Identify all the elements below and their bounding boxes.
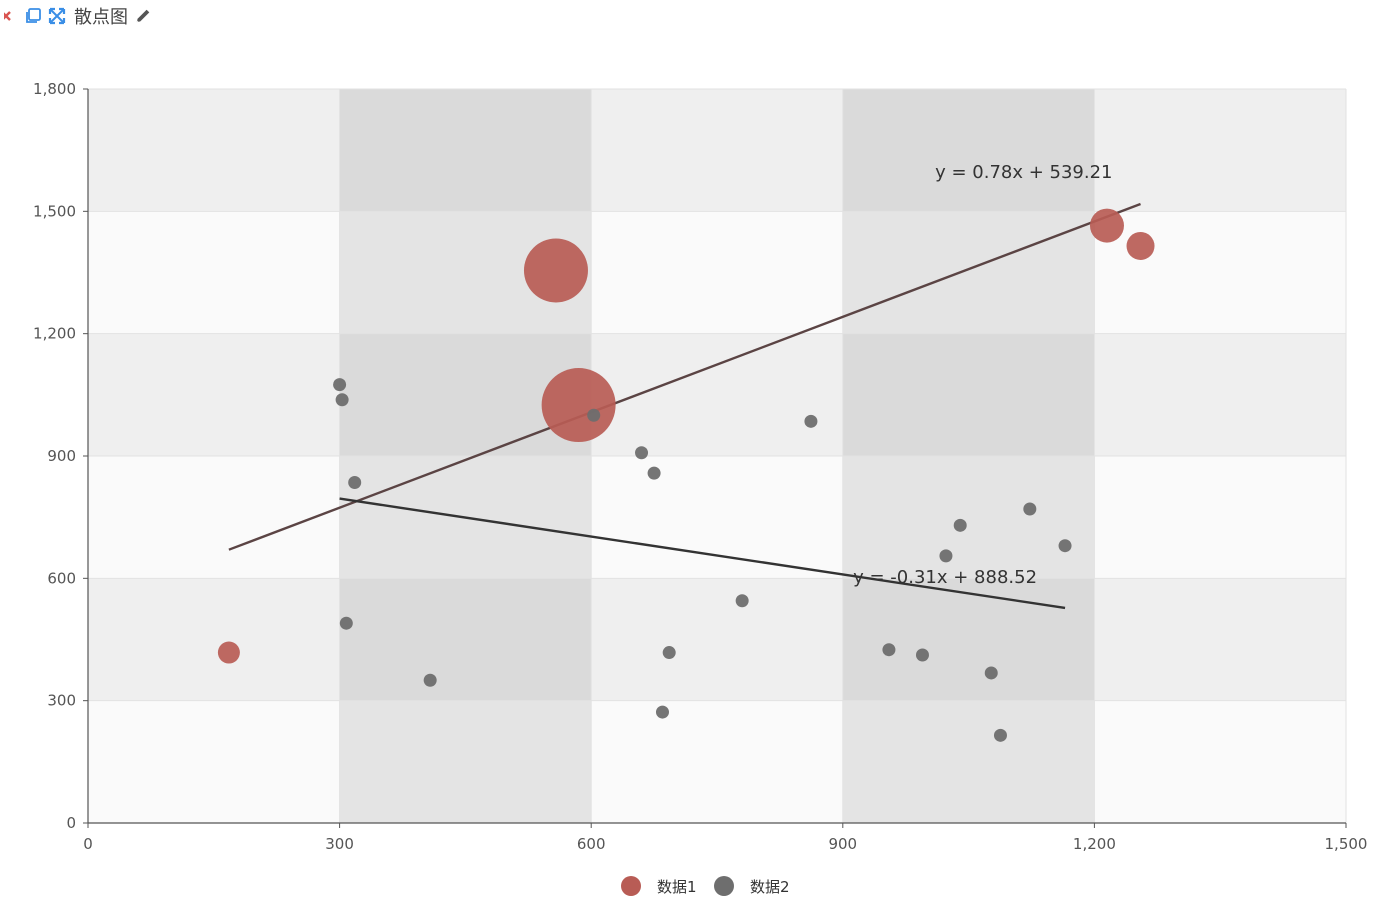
scatter-point-series-2[interactable] <box>984 666 998 680</box>
y-band <box>88 89 1346 212</box>
scatter-point-series-2[interactable] <box>735 594 749 608</box>
scatter-point-series-2[interactable] <box>993 728 1007 742</box>
axes: 0 300 600 900 1,200 1,500 1,800 0 300 600 900 1,200… <box>33 80 1367 853</box>
scatter-point-series-1[interactable] <box>541 368 616 443</box>
scatter-point-series-2[interactable] <box>348 476 362 490</box>
y-tick-label: 300 <box>47 692 76 710</box>
trendline-equation-label: y = -0.31x + 888.52 <box>853 567 1037 588</box>
y-tick-label: 1,500 <box>33 202 76 220</box>
scatter-point-series-2[interactable] <box>915 648 929 662</box>
chart-toolbar: 散点图 <box>0 2 152 30</box>
y-band <box>88 578 1346 701</box>
close-icon[interactable] <box>0 7 18 25</box>
trendline-series-2 <box>339 497 1066 610</box>
trendline-labels: y = 0.78x + 539.21 y = -0.31x + 888.52 <box>853 162 1112 588</box>
trendline-series-1 <box>228 202 1141 551</box>
trendlines <box>228 202 1141 610</box>
data-points <box>217 208 1155 742</box>
legend-marker[interactable] <box>621 876 641 896</box>
x-tick-label: 1,500 <box>1325 835 1368 853</box>
scatter-point-series-2[interactable] <box>423 673 437 687</box>
scatter-point-series-2[interactable] <box>662 646 676 660</box>
x-tick-label: 900 <box>828 835 857 853</box>
scatter-point-series-2[interactable] <box>339 616 353 630</box>
scatter-point-series-1[interactable] <box>523 238 588 303</box>
scatter-point-series-2[interactable] <box>335 393 349 407</box>
copy-icon[interactable] <box>24 7 42 25</box>
y-band <box>88 333 1346 456</box>
y-band <box>88 700 1346 823</box>
y-tick-label: 1,800 <box>33 80 76 98</box>
x-tick-label: 1,200 <box>1073 835 1116 853</box>
legend-label[interactable]: 数据2 <box>750 878 790 896</box>
scatter-point-series-2[interactable] <box>1058 539 1072 553</box>
scatter-point-series-2[interactable] <box>587 408 601 422</box>
scatter-point-series-2[interactable] <box>635 446 649 460</box>
y-band <box>88 211 1346 334</box>
scatter-point-series-1[interactable] <box>1126 231 1155 260</box>
x-tick-label: 0 <box>83 835 93 853</box>
y-tick-label: 1,200 <box>33 325 76 343</box>
scatter-point-series-2[interactable] <box>655 705 669 719</box>
y-tick-label: 0 <box>66 814 76 832</box>
x-tick-label: 300 <box>325 835 354 853</box>
scatter-point-series-2[interactable] <box>882 643 896 657</box>
x-tick-label: 600 <box>577 835 606 853</box>
scatter-point-series-2[interactable] <box>1023 502 1037 516</box>
pencil-icon[interactable] <box>134 7 152 25</box>
scatter-point-series-2[interactable] <box>647 466 661 480</box>
legend-label[interactable]: 数据1 <box>657 878 697 896</box>
scatter-point-series-1[interactable] <box>1089 208 1124 243</box>
scatter-point-series-2[interactable] <box>939 549 953 563</box>
legend[interactable]: 数据1 数据2 <box>621 876 790 896</box>
scatter-point-series-1[interactable] <box>217 641 240 664</box>
scatter-point-series-2[interactable] <box>804 414 818 428</box>
y-band <box>88 456 1346 579</box>
chart-title: 散点图 <box>74 7 128 28</box>
legend-marker[interactable] <box>714 876 734 896</box>
grid-lines <box>87 88 1347 824</box>
y-tick-label: 900 <box>47 447 76 465</box>
y-tick-label: 600 <box>47 569 76 587</box>
scatter-point-series-2[interactable] <box>953 518 967 532</box>
scatter-point-series-2[interactable] <box>333 378 347 392</box>
expand-icon[interactable] <box>48 7 66 25</box>
trendline-equation-label: y = 0.78x + 539.21 <box>935 162 1112 183</box>
